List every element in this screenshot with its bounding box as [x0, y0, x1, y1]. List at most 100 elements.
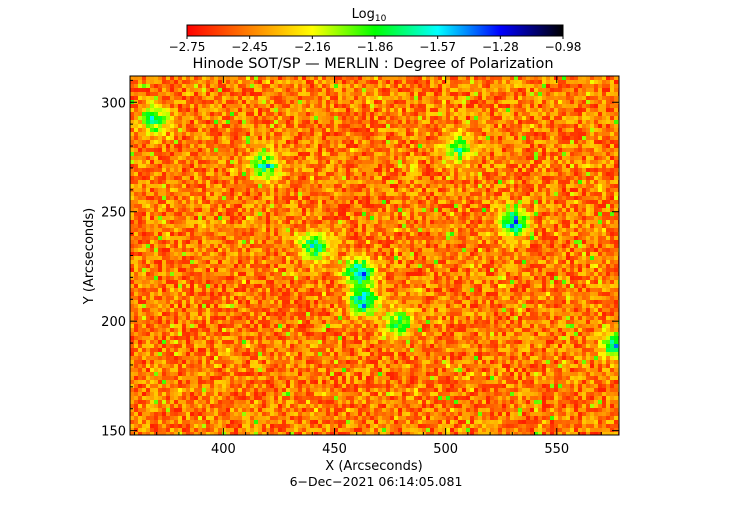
heatmap-cell: [602, 220, 606, 224]
heatmap-cell: [450, 188, 454, 192]
heatmap-cell: [574, 152, 578, 156]
heatmap-cell: [290, 200, 294, 204]
heatmap-cell: [502, 124, 506, 128]
heatmap-cell: [518, 176, 522, 180]
heatmap-cell: [546, 112, 550, 116]
heatmap-cell: [234, 80, 238, 84]
heatmap-cell: [242, 180, 246, 184]
heatmap-cell: [550, 176, 554, 180]
heatmap-cell: [322, 136, 326, 140]
heatmap-cell: [494, 168, 498, 172]
heatmap-cell: [286, 124, 290, 128]
heatmap-cell: [254, 160, 258, 164]
heatmap-cell: [274, 136, 278, 140]
heatmap-cell: [526, 204, 530, 208]
heatmap-cell: [146, 188, 150, 192]
heatmap-cell: [330, 156, 334, 160]
heatmap-cell: [594, 192, 598, 196]
heatmap-cell: [586, 212, 590, 216]
heatmap-cell: [238, 152, 242, 156]
heatmap-cell: [306, 84, 310, 88]
heatmap-cell: [346, 164, 350, 168]
heatmap-cell: [318, 80, 322, 84]
heatmap-cell: [614, 108, 618, 112]
heatmap-cell: [342, 196, 346, 200]
heatmap-cell: [346, 108, 350, 112]
heatmap-cell: [542, 76, 546, 80]
heatmap-cell: [194, 236, 198, 240]
heatmap-cell: [306, 188, 310, 192]
heatmap-cell: [606, 168, 610, 172]
heatmap-cell: [162, 120, 166, 124]
heatmap-cell: [498, 152, 502, 156]
heatmap-cell: [406, 208, 410, 212]
heatmap-cell: [426, 188, 430, 192]
heatmap-cell: [298, 156, 302, 160]
heatmap-cell: [274, 192, 278, 196]
heatmap-cell: [162, 76, 166, 80]
heatmap-cell: [334, 220, 338, 224]
heatmap-cell: [562, 220, 566, 224]
heatmap-cell: [422, 116, 426, 120]
heatmap-cell: [226, 224, 230, 228]
heatmap-cell: [354, 108, 358, 112]
heatmap-cell: [530, 176, 534, 180]
heatmap-cell: [566, 160, 570, 164]
heatmap-cell: [154, 228, 158, 232]
heatmap-cell: [242, 196, 246, 200]
heatmap-cell: [518, 220, 522, 224]
heatmap-cell: [434, 156, 438, 160]
heatmap-cell: [538, 132, 542, 136]
heatmap-cell: [442, 96, 446, 100]
heatmap-cell: [510, 204, 514, 208]
heatmap-cell: [522, 188, 526, 192]
heatmap-cell: [254, 176, 258, 180]
heatmap-cell: [358, 132, 362, 136]
heatmap-cell: [458, 148, 462, 152]
heatmap-cell: [274, 232, 278, 236]
heatmap-cell: [278, 180, 282, 184]
heatmap-cell: [374, 128, 378, 132]
heatmap-cell: [574, 232, 578, 236]
heatmap-cell: [566, 216, 570, 220]
heatmap-cell: [338, 128, 342, 132]
heatmap-cell: [342, 192, 346, 196]
heatmap-cell: [282, 192, 286, 196]
heatmap-cell: [254, 184, 258, 188]
heatmap-cell: [210, 212, 214, 216]
heatmap-cell: [542, 100, 546, 104]
heatmap-cell: [274, 156, 278, 160]
heatmap-cell: [558, 104, 562, 108]
heatmap-cell: [602, 112, 606, 116]
heatmap-cell: [378, 204, 382, 208]
heatmap-cell: [130, 92, 134, 96]
heatmap-cell: [590, 172, 594, 176]
heatmap-cell: [194, 80, 198, 84]
heatmap-cell: [202, 88, 206, 92]
heatmap-cell: [342, 152, 346, 156]
heatmap-cell: [506, 152, 510, 156]
heatmap-cell: [330, 212, 334, 216]
heatmap-cell: [454, 196, 458, 200]
heatmap-cell: [562, 148, 566, 152]
heatmap-cell: [258, 180, 262, 184]
heatmap-cell: [526, 148, 530, 152]
heatmap-cell: [590, 100, 594, 104]
heatmap-cell: [146, 116, 150, 120]
heatmap-cell: [234, 220, 238, 224]
heatmap-cell: [562, 196, 566, 200]
heatmap-cell: [570, 188, 574, 192]
heatmap-cell: [310, 220, 314, 224]
heatmap-cell: [278, 116, 282, 120]
heatmap-cell: [430, 168, 434, 172]
heatmap-cell: [586, 156, 590, 160]
heatmap-cell: [262, 212, 266, 216]
heatmap-cell: [394, 76, 398, 80]
heatmap-cell: [198, 84, 202, 88]
heatmap-cell: [394, 216, 398, 220]
heatmap-cell: [250, 100, 254, 104]
heatmap-cell: [174, 220, 178, 224]
heatmap-cell: [514, 100, 518, 104]
heatmap-cell: [250, 120, 254, 124]
heatmap-cell: [186, 192, 190, 196]
